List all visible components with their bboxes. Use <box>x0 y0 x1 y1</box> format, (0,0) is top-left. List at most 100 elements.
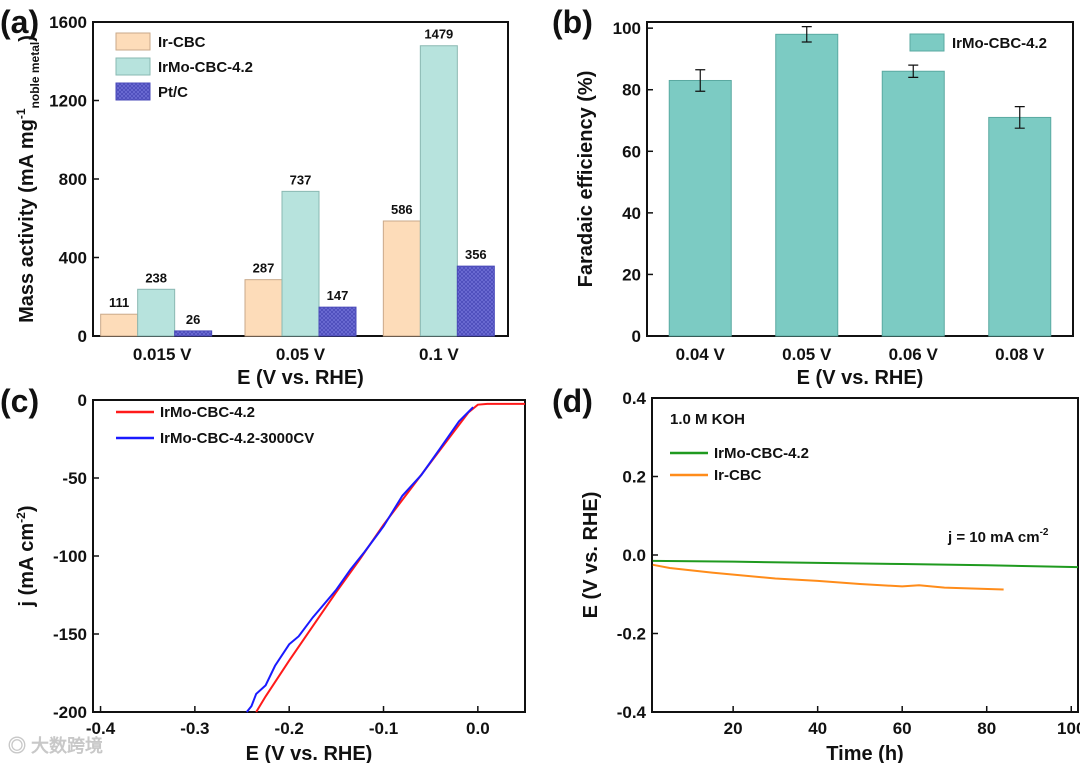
data-label: 1479 <box>424 27 453 42</box>
x-tick-label: 0.1 V <box>419 345 459 364</box>
y-axis-label: E (V vs. RHE) <box>580 492 602 619</box>
bar-pt-c <box>318 306 357 337</box>
error-bar <box>695 69 706 92</box>
y-tick-label: -0.4 <box>617 703 647 722</box>
data-label: 111 <box>109 295 129 310</box>
x-tick-label: 0.05 V <box>276 345 326 364</box>
y-tick-label: 1200 <box>49 92 87 111</box>
data-label: 147 <box>327 288 349 303</box>
bar-faradaic-efficiency <box>668 79 732 337</box>
y-tick-label: -200 <box>53 703 87 722</box>
legend-swatch <box>115 57 151 76</box>
x-tick-label: 100 <box>1057 719 1080 738</box>
x-axis-label: E (V vs. RHE) <box>246 743 373 763</box>
watermark: ◎ 大数跨境 <box>8 735 103 756</box>
y-tick-label: -50 <box>62 469 87 488</box>
line-irmo-cbc-4-2 <box>255 402 525 713</box>
error-bar <box>801 26 812 43</box>
bar-faradaic-efficiency <box>881 70 945 337</box>
y-tick-label: 100 <box>613 19 641 38</box>
x-tick-label: -0.4 <box>86 719 116 738</box>
legend-label: Ir-CBC <box>714 467 762 484</box>
x-axis-label: E (V vs. RHE) <box>237 367 364 389</box>
x-tick-label: 0.06 V <box>889 345 939 364</box>
x-tick-label: -0.1 <box>369 719 398 738</box>
data-label: 356 <box>465 247 487 262</box>
x-tick-label: 80 <box>977 719 996 738</box>
y-tick-label: 0.2 <box>622 468 646 487</box>
bar-ir-cbc <box>382 220 421 337</box>
plot-frame <box>646 21 1074 337</box>
data-label: 26 <box>186 312 200 327</box>
legend-label: IrMo-CBC-4.2-3000CV <box>160 430 314 447</box>
y-tick-label: 0 <box>78 391 87 410</box>
annotation-electrolyte: 1.0 M KOH <box>670 411 745 428</box>
y-axis-label: Faradaic efficiency (%) <box>575 71 597 288</box>
bar-irmo-cbc-4-2 <box>281 190 320 337</box>
y-tick-label: 0.4 <box>622 389 646 408</box>
y-axis-label: j (mA cm-2) <box>14 505 38 607</box>
x-tick-label: -0.2 <box>275 719 304 738</box>
y-tick-label: 20 <box>622 265 641 284</box>
legend-label: IrMo-CBC-4.2 <box>158 59 253 76</box>
panel-label: (b) <box>552 4 593 40</box>
bar-ir-cbc <box>244 279 283 337</box>
x-tick-label: 0.08 V <box>995 345 1045 364</box>
y-tick-label: -100 <box>53 547 87 566</box>
legend-label: IrMo-CBC-4.2 <box>160 404 255 421</box>
x-axis-label: E (V vs. RHE) <box>797 367 924 389</box>
data-label: 737 <box>290 172 312 187</box>
x-tick-label: 0.015 V <box>133 345 192 364</box>
y-tick-label: -0.2 <box>617 625 646 644</box>
line-ir-cbc <box>652 563 1004 591</box>
legend-label: Ir-CBC <box>158 34 206 51</box>
x-tick-label: -0.3 <box>180 719 209 738</box>
legend-label: IrMo-CBC-4.2 <box>714 445 809 462</box>
data-label: 287 <box>253 261 275 276</box>
y-tick-label: 800 <box>59 170 87 189</box>
legend-swatch <box>115 82 151 101</box>
x-tick-label: 0.0 <box>466 719 490 738</box>
x-tick-label: 0.05 V <box>782 345 832 364</box>
x-axis-label: Time (h) <box>826 743 903 763</box>
y-tick-label: 1600 <box>49 13 87 32</box>
x-tick-label: 20 <box>724 719 743 738</box>
line-irmo-cbc-4-2-3000cv <box>245 406 474 713</box>
y-tick-label: -150 <box>53 625 87 644</box>
legend-label: Pt/C <box>158 84 188 101</box>
panel-c: (c) 0 -50 -100 -150 -200 E (V vs. RHE) j (mA cm… <box>0 383 526 763</box>
bar-faradaic-efficiency <box>775 33 839 337</box>
annotation-current-density: j = 10 mA cm-2 <box>947 527 1049 546</box>
y-tick-label: 40 <box>622 204 641 223</box>
legend-label: IrMo-CBC-4.2 <box>952 35 1047 52</box>
bar-irmo-cbc-4-2 <box>137 288 176 337</box>
legend-swatch <box>909 33 945 52</box>
data-label: 586 <box>391 202 413 217</box>
panel-b: (b) 0 20 40 60 80 100 E (V vs. RHE) Faradaic eff… <box>552 4 1074 389</box>
error-bar <box>908 64 919 79</box>
x-tick-label: 40 <box>808 719 827 738</box>
bar-faradaic-efficiency <box>988 116 1052 337</box>
y-tick-label: 0 <box>632 327 641 346</box>
line-irmo-cbc-4-2 <box>652 559 1079 569</box>
bar-pt-c <box>174 330 213 337</box>
y-axis-label: Mass activity (mA mg-1noble metal) <box>14 35 42 323</box>
panel-d: (d) 0.4 0.2 0.0 -0.2 -0.4 Time (h) E (V vs. RHE… <box>552 383 1080 763</box>
bar-pt-c <box>456 265 495 337</box>
y-tick-label: 400 <box>59 249 87 268</box>
y-tick-label: 0 <box>78 327 87 346</box>
error-bar <box>1014 106 1025 129</box>
legend-swatch <box>115 32 151 51</box>
panel-label: (d) <box>552 383 593 419</box>
x-tick-label: 60 <box>893 719 912 738</box>
panel-label: (a) <box>0 4 39 40</box>
panel-label: (c) <box>0 383 39 419</box>
x-tick-label: 0.04 V <box>676 345 726 364</box>
data-label: 238 <box>145 270 167 285</box>
bar-ir-cbc <box>100 313 139 337</box>
y-tick-label: 0.0 <box>622 546 646 565</box>
bar-irmo-cbc-4-2 <box>419 45 458 337</box>
y-tick-label: 80 <box>622 81 641 100</box>
y-tick-label: 60 <box>622 142 641 161</box>
